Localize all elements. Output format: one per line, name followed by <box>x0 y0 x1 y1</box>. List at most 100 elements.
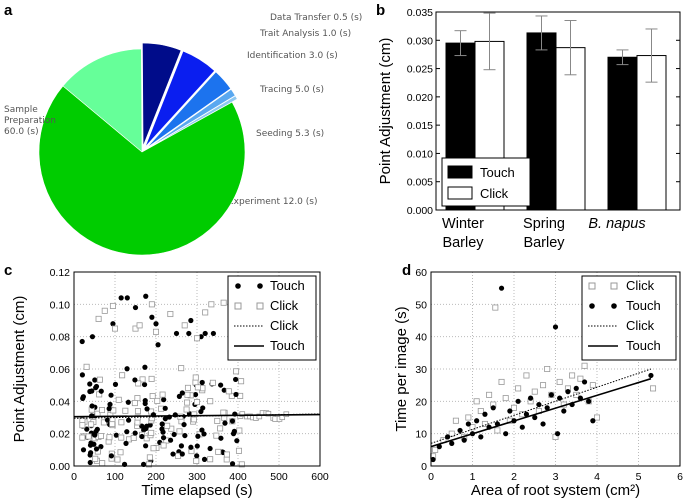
pie-label-6-line-2: 60.0 (s) <box>4 127 39 137</box>
ytick-label-b-5: 0.025 <box>407 64 433 76</box>
click-point-c <box>213 432 220 439</box>
touch-point-c <box>179 451 185 457</box>
touch-point-c <box>125 399 131 405</box>
touch-point-c <box>229 418 236 424</box>
pie-label-3: Tracing 5.0 (s) <box>259 85 324 95</box>
legend-marker-d-0a <box>588 282 596 290</box>
click-point-c <box>215 448 222 455</box>
click-outlier-c-12 <box>208 301 215 308</box>
click-point-c <box>223 456 230 463</box>
category-label-0-line-0: Winter <box>442 216 484 232</box>
click-point-c <box>256 413 263 420</box>
touch-point-c <box>144 406 150 412</box>
legend-label-d-1: Touch <box>626 298 661 313</box>
click-point-c <box>207 398 214 405</box>
touch-point-c <box>123 440 129 446</box>
click-point-d-3 <box>448 430 455 437</box>
click-point-c <box>193 457 200 464</box>
touch-point-c <box>207 445 213 452</box>
touch-point-d-22 <box>532 414 538 421</box>
click-outlier-c-3 <box>112 325 119 332</box>
legend-marker-c-0a <box>235 283 241 289</box>
click-outlier-c-10 <box>193 335 200 342</box>
click-point-d-7 <box>469 424 476 431</box>
click-point-c <box>184 384 191 391</box>
click-point-c <box>225 388 232 395</box>
ytick-label-b-3: 0.015 <box>407 120 433 132</box>
touch-point-c <box>125 417 132 423</box>
touch-point-c <box>104 417 111 423</box>
click-point-c <box>131 400 138 407</box>
xtick-label-c-3: 300 <box>188 471 206 483</box>
touch-point-c <box>192 391 199 398</box>
click-outlier-c-5 <box>136 322 143 329</box>
click-point-d-34 <box>577 375 584 382</box>
click-point-d-13 <box>492 304 499 311</box>
touch-point-c <box>139 433 145 440</box>
touch-point-c <box>233 391 239 398</box>
click-point-d-19 <box>515 385 522 392</box>
legend-marker-d-1b <box>611 303 617 309</box>
click-point-d-21 <box>523 372 530 379</box>
click-point-d-16 <box>502 395 509 402</box>
touch-point-d-21 <box>528 395 534 401</box>
touch-point-c <box>132 430 138 436</box>
click-point-c <box>154 397 161 404</box>
touch-point-c <box>178 443 185 449</box>
ytick-label-c-4: 0.08 <box>50 332 71 344</box>
touch-point-c <box>92 377 98 383</box>
click-point-c <box>143 435 150 442</box>
touch-point-c <box>124 366 130 372</box>
ylabel-b: Point Adjustment (cm) <box>377 38 394 185</box>
click-point-d-8 <box>473 398 480 405</box>
panel-letter-b: b <box>376 2 385 19</box>
touch-point-c <box>98 388 104 394</box>
xlabel-c: Time elapsed (s) <box>141 482 252 499</box>
click-point-c <box>92 455 99 462</box>
touch-point-d-35 <box>581 379 588 385</box>
touch-point-d-4 <box>457 427 463 434</box>
legend-label-d-0: Click <box>626 278 655 293</box>
ytick-label-b-0: 0.000 <box>407 205 433 217</box>
click-point-c <box>193 399 200 406</box>
touch-point-c <box>231 428 237 434</box>
touch-point-d-29 <box>557 395 563 401</box>
pie-label-1: Trait Analysis 1.0 (s) <box>259 29 351 39</box>
ytick-label-b-7: 0.035 <box>407 7 433 19</box>
xtick-label-c-2: 200 <box>147 471 165 483</box>
click-point-d-14 <box>494 427 501 434</box>
touch-point-d-27 <box>552 324 559 330</box>
bar-chart-b: 0.000 0.005 0.010 0.015 0.020 0.025 0.030 0.035… <box>377 7 681 251</box>
ytick-label-c-1: 0.02 <box>50 429 71 441</box>
touch-point-c <box>162 416 168 422</box>
click-point-c <box>217 425 224 432</box>
touch-point-c <box>218 435 224 441</box>
click-point-c <box>99 460 106 467</box>
touch-point-c <box>181 421 187 428</box>
click-point-d-35 <box>581 362 588 369</box>
touch-point-c <box>94 426 100 432</box>
touch-point-d-26 <box>548 392 554 398</box>
touch-point-d-31 <box>565 389 571 395</box>
touch-point-c <box>108 453 115 459</box>
touch-point-d-24 <box>540 421 546 427</box>
bar-touch-2 <box>607 56 638 211</box>
touch-point-c <box>80 394 86 400</box>
touch-point-c <box>222 420 228 426</box>
ytick-label-b-4: 0.020 <box>407 92 433 104</box>
touch-point-c <box>132 377 138 383</box>
click-point-d-15 <box>498 378 505 385</box>
touch-outlier-c-15 <box>210 330 216 337</box>
click-point-c <box>150 445 157 452</box>
click-point-d-29 <box>556 378 563 385</box>
ylabel-d: Time per image (s) <box>393 306 410 431</box>
xtick-label-d-6: 6 <box>677 471 683 483</box>
touch-outlier-c-9 <box>155 342 161 348</box>
legend-label-c-3: Touch <box>270 338 305 353</box>
click-point-d-18 <box>510 404 517 411</box>
touch-point-d-36 <box>586 398 592 404</box>
click-point-c <box>236 427 243 434</box>
xtick-label-d-0: 0 <box>428 471 434 483</box>
